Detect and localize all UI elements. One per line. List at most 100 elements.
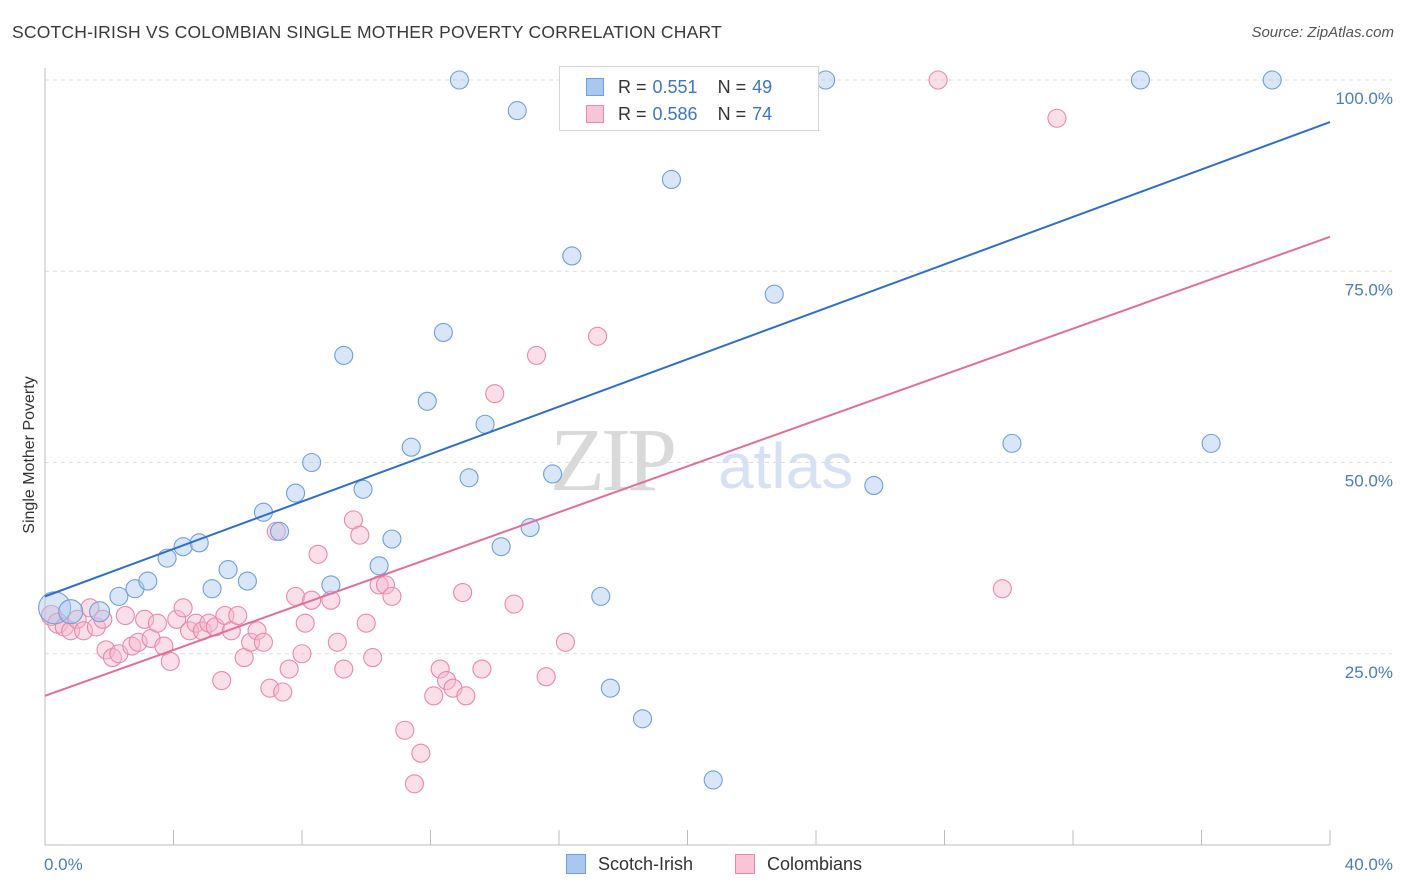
legend-n-value: 74 <box>752 103 773 124</box>
data-point-colombians <box>115 605 135 626</box>
data-point-scotch-irish <box>58 599 84 625</box>
data-point-colombians <box>147 613 167 633</box>
data-point-scotch-irish <box>864 475 884 496</box>
data-point-scotch-irish <box>591 586 611 606</box>
data-point-colombians <box>456 686 476 706</box>
data-point-scotch-irish <box>459 468 479 488</box>
data-point-colombians <box>587 326 608 346</box>
x-tick-label: 0.0% <box>44 855 83 874</box>
bottom-legend-colombians: Colombians <box>735 852 862 876</box>
legend-n-label: N = <box>717 76 747 97</box>
legend-r-value: 0.586 <box>652 103 698 124</box>
grid-lines <box>45 79 1392 655</box>
correlation-legend: R = 0.551 N = 49 R = 0.586 N = 74 <box>559 66 819 131</box>
data-point-scotch-irish <box>286 483 306 503</box>
bottom-legend-swatch-blue <box>566 854 586 874</box>
data-point-colombians <box>292 644 312 664</box>
data-point-scotch-irish <box>218 560 238 580</box>
data-point-colombians <box>160 651 180 671</box>
data-point-colombians <box>273 682 293 702</box>
data-point-colombians <box>1047 108 1067 128</box>
legend-row-colombians: R = 0.586 N = 74 <box>586 102 772 126</box>
tick-labels: 25.0% 50.0% 75.0% 100.0% 0.0% 40.0% <box>44 89 1393 874</box>
data-point-colombians <box>350 525 370 545</box>
data-point-colombians <box>167 609 187 629</box>
data-point-scotch-irish <box>507 101 527 121</box>
data-point-colombians <box>424 686 444 706</box>
data-point-scotch-irish <box>600 678 620 698</box>
bottom-legend-label-colombians: Colombians <box>767 853 863 874</box>
data-point-scotch-irish <box>401 437 421 457</box>
data-point-colombians <box>308 544 328 564</box>
y-tick-label: 50.0% <box>1345 472 1393 491</box>
data-point-scotch-irish <box>334 345 354 365</box>
data-point-scotch-irish <box>1201 433 1221 453</box>
bottom-legend-label-scotch-irish: Scotch-Irish <box>598 853 694 874</box>
data-point-scotch-irish <box>632 709 653 729</box>
data-point-scotch-irish <box>382 529 402 549</box>
data-point-colombians <box>253 632 274 652</box>
data-point-colombians <box>173 598 193 618</box>
data-point-colombians <box>437 670 457 691</box>
data-point-colombians <box>382 586 402 606</box>
data-point-scotch-irish <box>449 70 469 90</box>
data-point-colombians <box>555 632 575 652</box>
data-point-colombians <box>295 613 315 633</box>
data-point-colombians <box>247 621 267 641</box>
data-point-scotch-irish <box>1130 70 1151 90</box>
data-point-scotch-irish <box>562 246 582 266</box>
data-point-scotch-irish <box>491 537 511 557</box>
data-point-scotch-irish <box>816 70 836 90</box>
bottom-legend-swatch-pink <box>735 854 755 874</box>
trend-line-colombians <box>44 235 1331 697</box>
data-point-colombians <box>526 345 547 365</box>
data-point-colombians <box>327 632 347 652</box>
data-point-colombians <box>928 70 948 90</box>
data-point-colombians <box>472 659 492 679</box>
data-point-colombians <box>430 659 450 679</box>
data-point-colombians <box>395 720 415 740</box>
data-point-colombians <box>212 670 232 691</box>
data-point-scotch-irish <box>764 284 784 304</box>
data-point-colombians <box>286 586 306 606</box>
axes <box>44 68 1331 846</box>
data-point-colombians <box>260 678 280 698</box>
data-point-colombians <box>404 774 424 794</box>
data-point-scotch-irish <box>433 322 453 343</box>
legend-n-value: 49 <box>752 76 773 97</box>
legend-r-label: R = <box>618 103 647 124</box>
data-point-scotch-irish <box>1262 70 1282 90</box>
legend-n-label: N = <box>717 103 747 124</box>
data-point-scotch-irish <box>703 770 723 790</box>
data-point-colombians <box>504 594 524 614</box>
data-point-scotch-irish <box>89 601 111 623</box>
source-credit: Source: ZipAtlas.com <box>1251 24 1394 41</box>
data-point-scotch-irish <box>269 521 290 541</box>
data-point-colombians <box>356 613 376 633</box>
bottom-legend-scotch-irish: Scotch-Irish <box>566 852 693 876</box>
data-point-scotch-irish <box>109 586 129 606</box>
data-point-scotch-irish <box>661 169 681 189</box>
watermark-zip: ZIP <box>550 411 674 510</box>
trend-line-scotch-irish <box>44 121 1331 598</box>
legend-row-scotch-irish: R = 0.551 N = 49 <box>586 75 772 99</box>
legend-r-value: 0.551 <box>652 76 698 97</box>
chart-title: SCOTCH-IRISH VS COLOMBIAN SINGLE MOTHER … <box>12 22 722 42</box>
y-tick-label: 75.0% <box>1345 280 1393 299</box>
y-axis-label: Single Mother Poverty <box>21 376 38 533</box>
x-tick-label: 40.0% <box>1345 855 1393 874</box>
y-tick-label: 25.0% <box>1345 663 1393 682</box>
data-point-colombians <box>363 648 383 668</box>
data-point-scotch-irish <box>417 391 437 411</box>
data-point-scotch-irish <box>520 517 540 538</box>
data-point-colombians <box>128 632 148 652</box>
data-point-scotch-irish <box>138 571 158 591</box>
data-point-colombians <box>279 659 299 679</box>
data-point-scotch-irish <box>302 452 322 473</box>
data-point-colombians <box>228 605 248 626</box>
trend-lines <box>44 121 1331 697</box>
data-point-scotch-irish <box>173 537 193 557</box>
data-point-scotch-irish <box>353 479 373 499</box>
data-point-scotch-irish <box>202 579 222 599</box>
